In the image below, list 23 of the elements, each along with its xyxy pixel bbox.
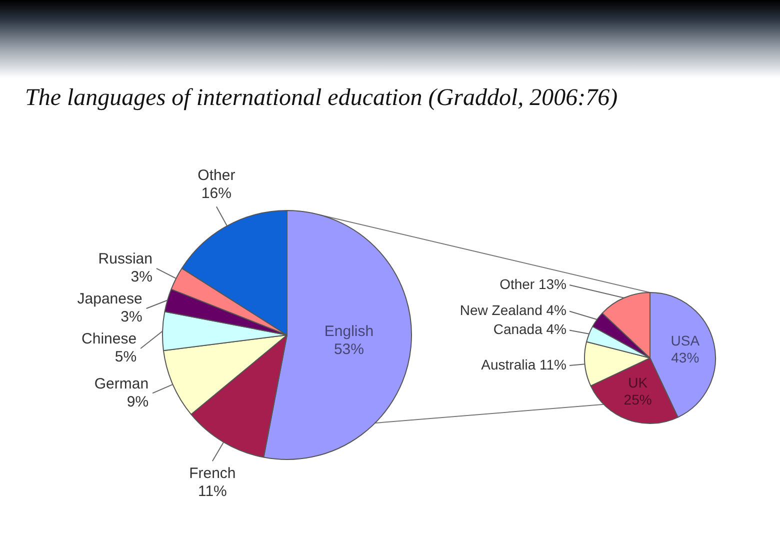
data-label: 5% [114,348,137,366]
data-label: 11% [198,483,227,500]
data-label: 53% [334,341,364,358]
slice-label: Canada 4% [493,321,566,338]
slice-label: Russian [98,250,152,268]
data-label: 3% [120,308,142,326]
slice-label: English [324,323,374,340]
slice-label: German [94,375,149,392]
slice-label: Australia 11% [481,356,566,372]
slice-label: Other [198,166,236,184]
slice-label: Japanese [77,290,142,308]
slice-label: New Zealand 4% [460,302,566,318]
data-label: 25% [624,391,652,408]
slice-label: UK [628,374,648,390]
slice-label: Chinese [82,330,137,348]
slice-label: French [189,465,236,482]
slice-label: Other 13% [500,276,566,292]
slice-label: USA [670,332,700,348]
data-label: 16% [201,184,232,202]
data-label: 3% [130,268,152,286]
data-label: 9% [126,393,149,410]
chart-title: The languages of international education (Graddol, 2006:76) [25,85,618,112]
data-label: 43% [671,350,700,366]
